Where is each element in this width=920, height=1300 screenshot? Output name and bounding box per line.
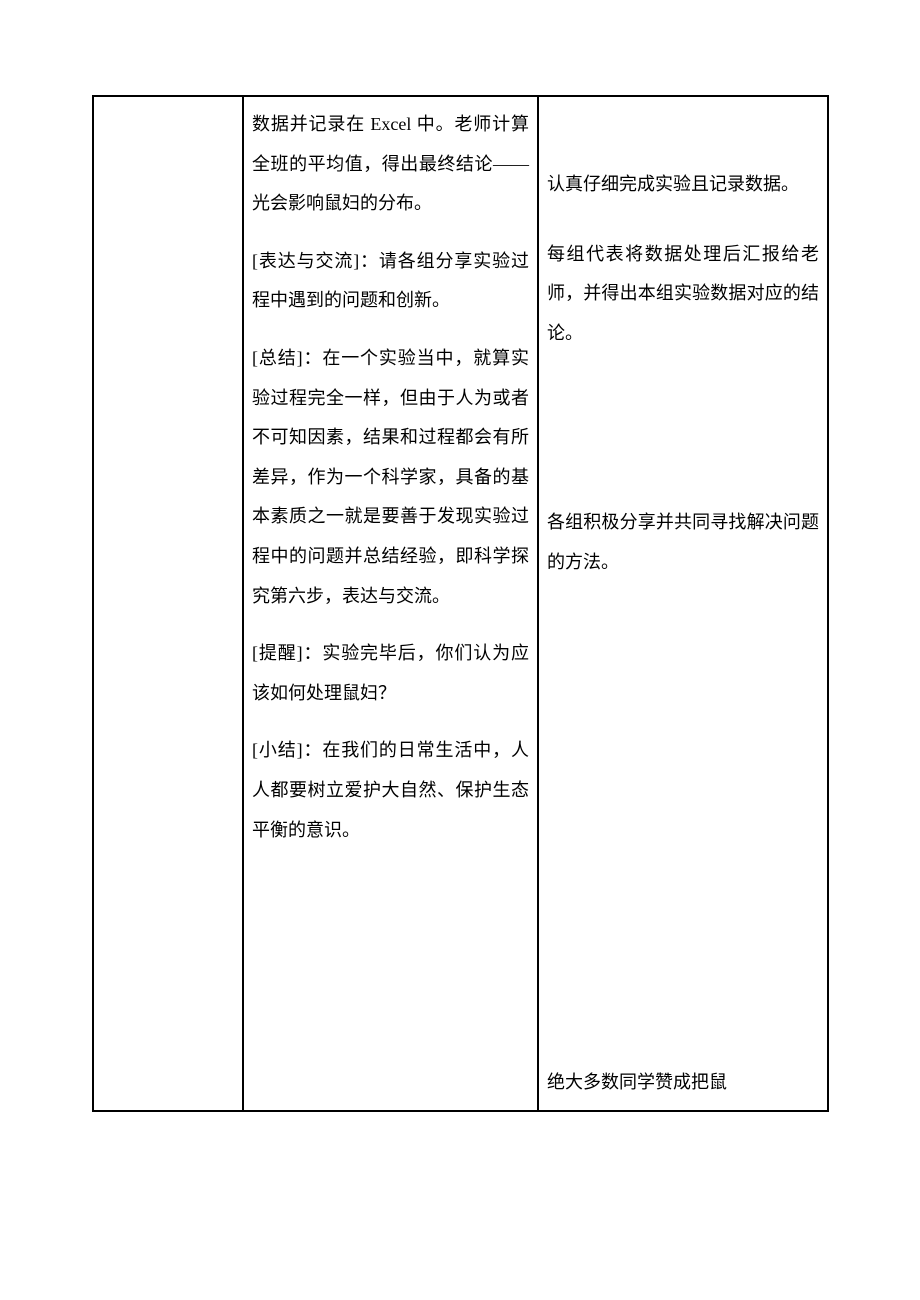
- col-teacher-activity: 数据并记录在 Excel 中。老师计算全班的平均值，得出最终结论——光会影响鼠妇…: [243, 96, 538, 1111]
- teacher-para: [小结]：在我们的日常生活中，人人都要树立爱护大自然、保护生态平衡的意识。: [252, 731, 529, 850]
- teacher-para: [提醒]：实验完毕后，你们认为应该如何处理鼠妇？: [252, 634, 529, 713]
- teacher-para: [总结]：在一个实验当中，就算实验过程完全一样，但由于人为或者不可知因素，结果和…: [252, 339, 529, 616]
- student-para: 认真仔细完成实验且记录数据。: [547, 165, 819, 205]
- student-para: 各组积极分享并共同寻找解决问题的方法。: [547, 503, 819, 582]
- teacher-para: 数据并记录在 Excel 中。老师计算全班的平均值，得出最终结论——光会影响鼠妇…: [252, 105, 529, 224]
- lesson-plan-table: 数据并记录在 Excel 中。老师计算全班的平均值，得出最终结论——光会影响鼠妇…: [92, 95, 829, 1112]
- table-row: 数据并记录在 Excel 中。老师计算全班的平均值，得出最终结论——光会影响鼠妇…: [93, 96, 828, 1111]
- teacher-para: [表达与交流]：请各组分享实验过程中遇到的问题和创新。: [252, 242, 529, 321]
- col-stage: [93, 96, 243, 1111]
- student-para: 每组代表将数据处理后汇报给老师，并得出本组实验数据对应的结论。: [547, 235, 819, 354]
- student-para: 绝大多数同学赞成把鼠: [547, 1063, 819, 1103]
- col-student-activity: 认真仔细完成实验且记录数据。 每组代表将数据处理后汇报给老师，并得出本组实验数据…: [538, 96, 828, 1111]
